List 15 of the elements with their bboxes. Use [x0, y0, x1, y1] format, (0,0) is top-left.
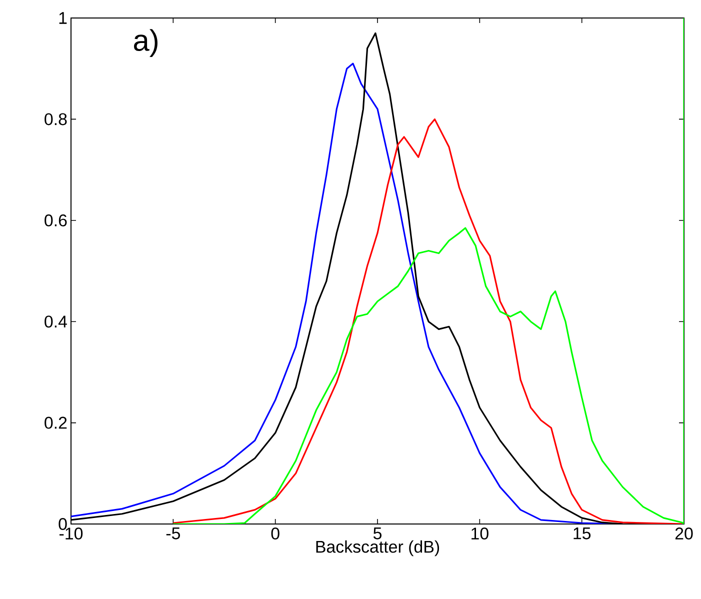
y-tick-label: 0.6 — [44, 214, 67, 226]
y-tick-label: 0 — [58, 518, 67, 530]
annotation: a) — [134, 29, 158, 57]
x-tick-label: 0 — [271, 528, 280, 540]
x-tick-label: 20 — [675, 528, 693, 540]
x-tick-label: 5 — [373, 528, 382, 540]
y-tick-label: 0.8 — [44, 113, 67, 126]
y-tick-label: 0.4 — [44, 316, 67, 328]
x-axis-title: Backscatter (dB) — [316, 540, 440, 556]
x-tick-label: 15 — [574, 528, 591, 540]
x-tick-label: -10 — [60, 528, 83, 540]
y-tick-label: 1 — [59, 12, 67, 24]
x-tick-label: -5 — [166, 528, 180, 540]
x-tick-label: 10 — [472, 528, 488, 540]
y-tick-label: 0.2 — [44, 416, 67, 429]
